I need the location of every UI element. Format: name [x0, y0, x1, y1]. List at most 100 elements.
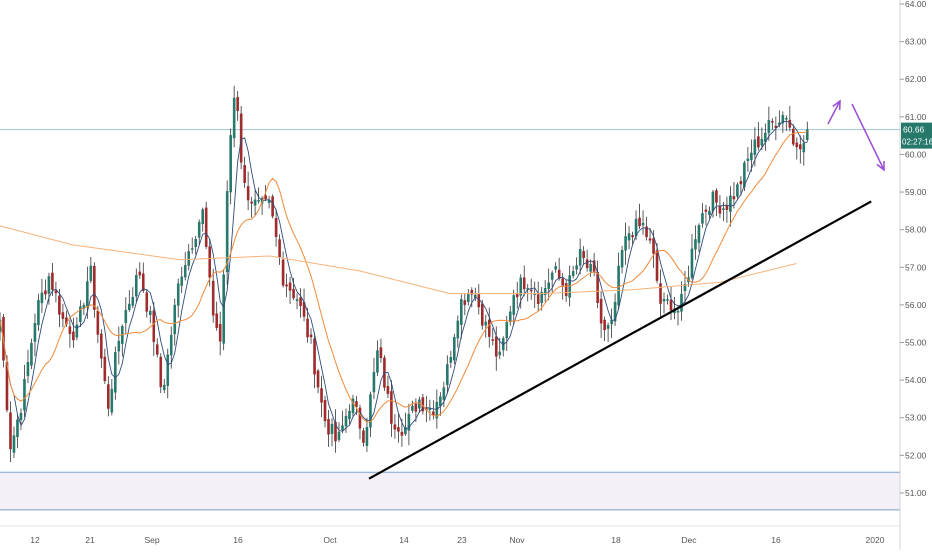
candle-body [624, 236, 627, 251]
price-tick-label: 54.00 [905, 375, 927, 385]
candle-body [204, 207, 208, 247]
candle-body [61, 312, 65, 319]
price-tick-label: 59.00 [905, 187, 927, 197]
sma-mid-line [0, 130, 808, 423]
candle-body [96, 310, 100, 335]
candle-body [75, 324, 79, 338]
time-tick-label: 2020 [866, 535, 885, 545]
candle-body [697, 225, 701, 243]
candle-body [201, 209, 204, 225]
candle-body [792, 128, 795, 145]
candle-body [225, 191, 229, 273]
candle-body [250, 201, 253, 204]
candle-body [344, 416, 348, 427]
candle-body [512, 295, 516, 315]
candle-body [515, 293, 519, 298]
candle-body [393, 424, 397, 430]
candle-body [757, 136, 760, 148]
candle-body [236, 97, 239, 111]
candle-body [655, 250, 659, 281]
candle-body [491, 339, 495, 341]
candle-body [498, 351, 502, 356]
candle-body [190, 248, 194, 250]
candle-body [743, 162, 746, 188]
candle-body [320, 388, 323, 403]
candle-body [449, 357, 453, 363]
candle-body [540, 291, 543, 304]
candle-body [645, 226, 648, 238]
candle-body [627, 233, 631, 241]
candle-body [33, 322, 37, 342]
time-tick-label: 14 [399, 535, 409, 545]
candle-body [617, 265, 620, 306]
candle-body [554, 266, 557, 270]
candle-body [183, 265, 187, 278]
candle-body [487, 319, 491, 337]
candle-body [446, 364, 449, 385]
bar-countdown-label: 02:27:16 [902, 138, 932, 147]
candle-body [428, 408, 432, 411]
candle-body [550, 272, 554, 280]
candle-body [187, 251, 191, 266]
candle-body [267, 200, 271, 203]
candle-body [760, 138, 764, 146]
candle-body [683, 283, 687, 292]
candle-body [243, 165, 246, 183]
price-tick-label: 62.00 [905, 74, 927, 84]
candle-body [435, 401, 439, 419]
candle-body [578, 249, 582, 266]
candle-body [86, 281, 89, 307]
candle-body [162, 384, 166, 391]
candle-body [211, 280, 215, 316]
candle-body [58, 295, 61, 315]
candle-body [51, 272, 54, 290]
candle-body [330, 423, 334, 435]
projection-arrow-up [827, 99, 841, 125]
candle-body [128, 303, 131, 310]
candle-body [40, 292, 44, 304]
candle-body [351, 398, 355, 414]
candle-body [662, 299, 666, 302]
candle-body [543, 288, 547, 295]
candle-body [313, 338, 316, 375]
candle-body [638, 217, 641, 227]
candle-body [107, 384, 110, 409]
last-price-label: 60.66 [903, 125, 925, 135]
candle-body [79, 306, 82, 323]
projection-arrow-up-shaft [827, 100, 841, 125]
candle-body [694, 239, 697, 250]
time-tick-label: Nov [509, 535, 525, 545]
price-tick-label: 60.00 [905, 149, 927, 159]
candle-body [173, 304, 177, 335]
candle-body [477, 294, 481, 308]
candle-body [470, 289, 474, 295]
candle-body [124, 309, 128, 323]
last-price-tag [901, 122, 932, 149]
candle-body [557, 269, 561, 279]
candle-body [285, 284, 288, 287]
price-tick-label: 55.00 [905, 338, 927, 348]
price-axis-panel [900, 0, 932, 550]
candle-body [299, 297, 302, 307]
candle-body [718, 205, 722, 214]
candle-body [669, 299, 673, 311]
candle-body [306, 318, 309, 338]
candle-body [400, 431, 404, 436]
price-tick-label: 64.00 [905, 0, 927, 9]
projection-arrow-down [851, 103, 885, 172]
candle-body [414, 403, 418, 412]
candle-body [806, 129, 809, 140]
candle-body [246, 186, 250, 201]
candle-body [589, 263, 592, 272]
candle-body [138, 271, 142, 276]
candle-body [323, 400, 327, 422]
candle-body [169, 334, 173, 356]
candle-body [103, 356, 107, 382]
candle-body [781, 115, 785, 124]
candle-body [215, 313, 218, 328]
candle-body [739, 181, 743, 185]
candle-body [274, 217, 278, 237]
candle-body [194, 238, 198, 248]
